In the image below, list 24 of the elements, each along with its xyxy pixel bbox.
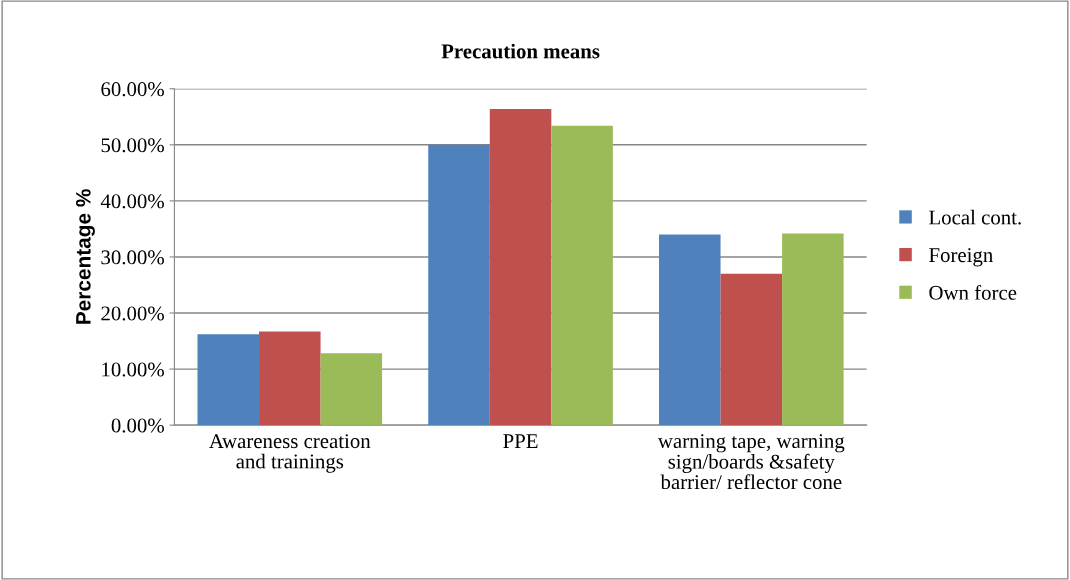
bar [489, 108, 552, 426]
bar [720, 273, 783, 426]
y-tick-label: 0.00% [111, 418, 164, 433]
y-tick-label: 30.00% [101, 250, 164, 265]
y-axis-title: Percentage % [75, 189, 95, 324]
x-tick-label: Awareness creation and trainings [209, 434, 371, 473]
bar [428, 144, 490, 426]
x-tick-label: PPE [503, 434, 538, 448]
legend-label: Local cont. [929, 209, 1021, 225]
y-tick-label: 60.00% [101, 82, 164, 97]
bar [782, 233, 844, 426]
legend-label: Foreign [929, 248, 993, 267]
chart-title: Precaution means [441, 43, 600, 59]
y-tick-label: 10.00% [102, 362, 164, 377]
y-tick-label: 40.00% [100, 194, 164, 209]
bar [659, 234, 721, 426]
bar [551, 125, 613, 426]
legend-label: Own force [929, 284, 1017, 300]
y-tick-label: 50.00% [101, 138, 164, 153]
bar [259, 331, 321, 426]
bar [197, 334, 260, 426]
y-tick-label: 20.00% [101, 306, 164, 321]
x-tick-label: warning tape, warning sign/boards &safety barrier/ reflector cone [657, 434, 845, 490]
bar [320, 353, 383, 426]
